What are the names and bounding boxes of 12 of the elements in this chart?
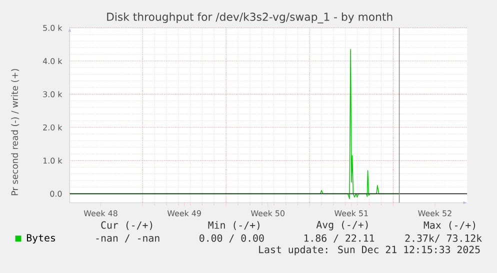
text: Avg (-/+) xyxy=(316,220,368,230)
text: Max (-/+) xyxy=(424,221,476,230)
text: 1.86 / 22.11 xyxy=(304,234,374,242)
text: 0.00 / 0.00 xyxy=(200,234,264,242)
text: -nan / -nan xyxy=(96,234,160,242)
y-axis-title: Pr second read (-) / write (+) xyxy=(11,68,20,196)
text: Min (-/+) xyxy=(208,221,260,230)
chart-title: Disk throughput for /dev/k3s2-vg/swap_1 - by month xyxy=(107,12,392,24)
text: Last update: Sun Dec 21 12:15:33 2025 xyxy=(259,245,480,256)
legend-label: Bytes xyxy=(26,234,55,244)
text: 2.37k/ 73.12k xyxy=(405,234,482,243)
text: Cur (-/+) xyxy=(101,221,152,230)
